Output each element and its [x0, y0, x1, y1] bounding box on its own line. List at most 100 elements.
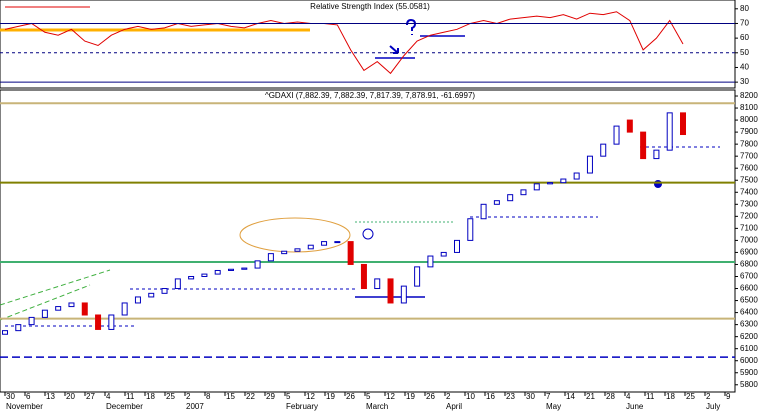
candle [374, 278, 381, 290]
candle [281, 250, 288, 255]
candle [55, 306, 62, 311]
channel-line [0, 284, 91, 321]
candle [467, 218, 474, 241]
month-label: June [626, 402, 644, 411]
y-tick-label: 7600 [740, 163, 758, 172]
candle [174, 278, 181, 290]
x-tick-label: 13 [46, 392, 55, 401]
x-tick-label: 11 [126, 392, 135, 401]
annotation-face [362, 228, 374, 240]
month-label: April [446, 402, 462, 411]
candle [640, 131, 647, 160]
month-label: March [366, 402, 388, 411]
y-tick-label: 60 [740, 33, 749, 42]
x-tick-label: 2 [446, 392, 451, 401]
x-tick-label: 18 [666, 392, 675, 401]
y-tick-label: 7100 [740, 223, 758, 232]
y-tick-label: 6200 [740, 332, 758, 341]
y-tick-label: 6300 [740, 320, 758, 329]
y-tick-label: 6900 [740, 248, 758, 257]
annotation-dot [654, 180, 662, 188]
x-tick-label: 18 [146, 392, 155, 401]
y-tick-label: 7900 [740, 127, 758, 136]
x-tick-label: 2 [186, 392, 191, 401]
x-tick-label: 11 [646, 392, 655, 401]
candle [68, 302, 75, 308]
price-frame [0, 89, 736, 393]
candle [480, 203, 487, 220]
y-tick-label: 7700 [740, 151, 758, 160]
x-tick-label: 15 [226, 392, 235, 401]
candle [228, 268, 234, 271]
candle [161, 288, 168, 294]
candle [321, 241, 328, 246]
x-tick-label: 21 [586, 392, 595, 401]
x-tick-label: 12 [306, 392, 315, 401]
candle [334, 241, 341, 244]
candle [507, 194, 514, 202]
x-tick-label: 30 [6, 392, 15, 401]
y-tick-label: 40 [740, 63, 749, 72]
candle [28, 316, 35, 326]
candle [626, 119, 633, 133]
candle [254, 260, 261, 269]
candle [95, 314, 102, 330]
candle [454, 239, 460, 253]
x-tick-label: 12 [386, 392, 395, 401]
y-tick-label: 50 [740, 48, 749, 57]
rsi-frame [0, 0, 736, 89]
y-tick-label: 7400 [740, 187, 758, 196]
x-tick-label: 4 [106, 392, 111, 401]
candle [547, 182, 554, 185]
x-tick-label: 10 [466, 392, 475, 401]
y-tick-label: 7200 [740, 211, 758, 220]
candle [533, 183, 540, 191]
candle [2, 330, 8, 335]
candle [294, 248, 301, 252]
candle [653, 149, 660, 160]
y-tick-label: 7800 [740, 139, 758, 148]
channel-line [0, 269, 111, 306]
y-tick-label: 6800 [740, 260, 758, 269]
candle [680, 112, 686, 136]
x-tick-label: 8 [206, 392, 211, 401]
y-tick-label: 6000 [740, 356, 758, 365]
rsi-line [4, 11, 684, 75]
candle [440, 251, 447, 257]
annotation-lines [5, 146, 720, 327]
candle [108, 314, 115, 330]
x-tick-label: 5 [366, 392, 371, 401]
y-tick-label: 5900 [740, 368, 758, 377]
candle [307, 244, 314, 250]
y-tick-label: 70 [740, 19, 749, 28]
x-tick-label: 25 [166, 392, 175, 401]
candle [573, 172, 580, 180]
y-tick-label: 5800 [740, 380, 758, 389]
y-tick-label: 7500 [740, 175, 758, 184]
x-tick-label: 28 [606, 392, 615, 401]
x-tick-label: 30 [526, 392, 535, 401]
x-tick-label: 4 [626, 392, 631, 401]
month-label: December [106, 402, 143, 411]
candle [121, 302, 128, 316]
candle [613, 125, 620, 145]
month-label: May [546, 402, 561, 411]
candle [347, 241, 354, 265]
y-tick-label: 6400 [740, 308, 758, 317]
month-label: November [6, 402, 43, 411]
x-tick-label: 26 [346, 392, 355, 401]
candle [586, 155, 593, 174]
x-tick-label: 6 [26, 392, 31, 401]
x-tick-label: 9 [726, 392, 731, 401]
x-tick-label: 22 [246, 392, 255, 401]
x-tick-label: 7 [546, 392, 551, 401]
candle [267, 253, 274, 262]
candle [360, 263, 367, 290]
x-tick-label: 14 [566, 392, 575, 401]
candle [560, 178, 567, 184]
candle [81, 302, 88, 316]
annotation-question [406, 18, 417, 35]
candle [387, 278, 394, 304]
